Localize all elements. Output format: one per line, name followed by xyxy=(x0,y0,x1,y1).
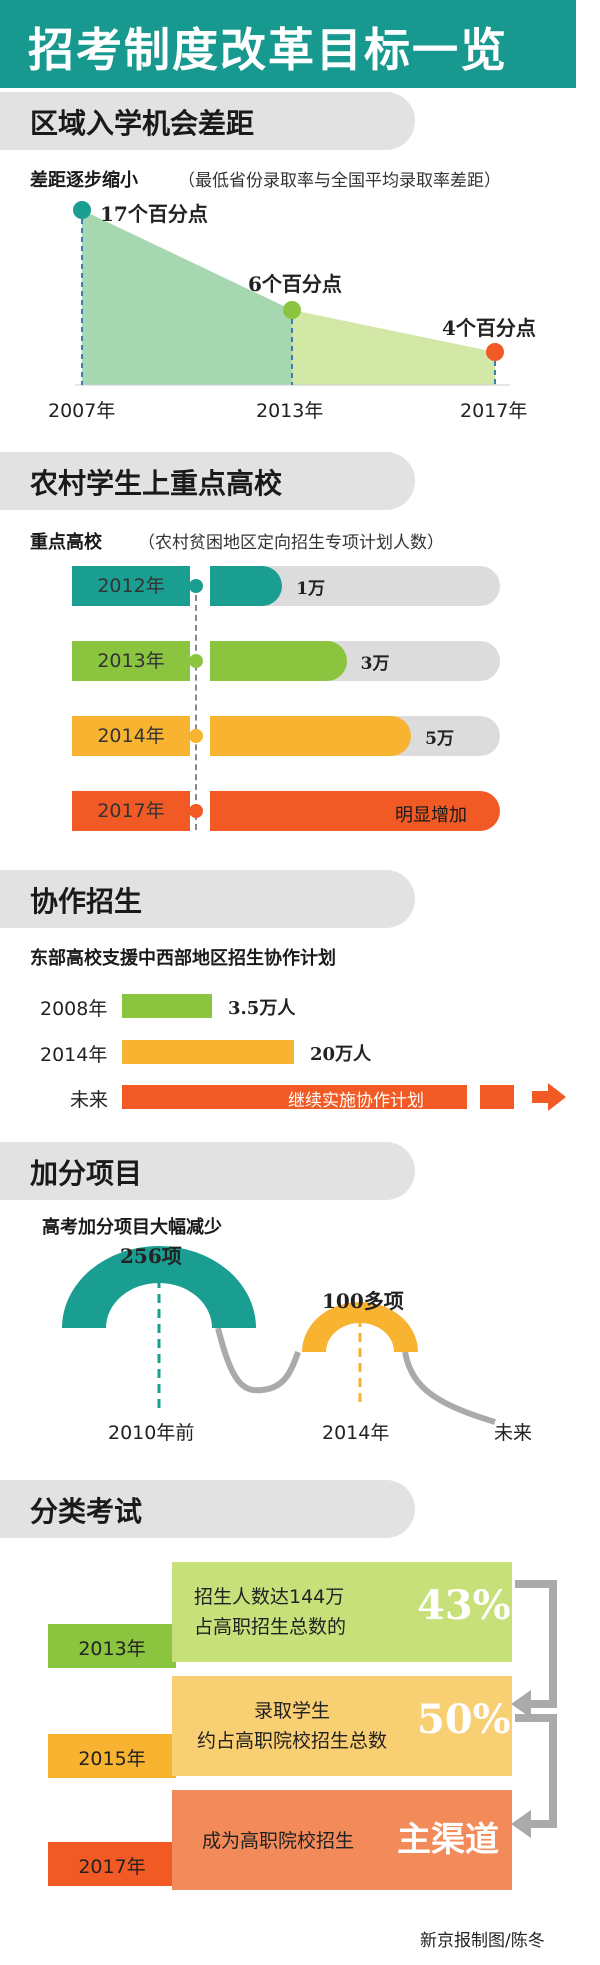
row-label: 未来 xyxy=(70,1089,109,1111)
bar-2014 xyxy=(122,1040,294,1064)
x-tick-label: 2014年 xyxy=(322,1422,390,1444)
year-tag: 2013年 xyxy=(72,641,190,681)
arrow-left-icon xyxy=(511,1810,531,1838)
section-heading: 加分项目 xyxy=(30,1157,143,1190)
bar-2014 xyxy=(210,716,412,756)
bar-value-label: 5万 xyxy=(425,729,454,749)
section-heading: 区域入学机会差距 xyxy=(30,107,255,140)
section-heading: 农村学生上重点高校 xyxy=(30,467,283,500)
bar-2017 xyxy=(210,791,500,831)
info-box-2015: 录取学生 约占高职院校招生总数 50% xyxy=(172,1676,512,1776)
data-label: 256项 xyxy=(120,1244,182,1268)
connector-line xyxy=(215,1327,301,1394)
big-value: 50% xyxy=(417,1696,511,1743)
x-tick-label: 2010年前 xyxy=(108,1422,195,1444)
section-subtitle: 差距逐步缩小 xyxy=(30,170,138,191)
area-segment-2013-2017 xyxy=(292,310,495,385)
region-gap-marks xyxy=(73,201,504,385)
section-subtitle: 高考加分项目大幅减少 xyxy=(42,1217,222,1238)
section-subtitle: 重点高校 xyxy=(30,532,102,553)
timeline-dashed-line xyxy=(195,585,197,830)
section-header-bonus-points: 加分项目 xyxy=(0,1142,415,1200)
data-label: 4个百分点 xyxy=(442,316,536,340)
box-line: 占高职招生总数的 xyxy=(194,1616,347,1638)
year-label: 2017年 xyxy=(78,1856,146,1878)
bar-value-label: 1万 xyxy=(296,579,326,599)
year-tag: 2012年 xyxy=(72,566,190,606)
info-box-2013: 招生人数达144万 占高职招生总数的 43% xyxy=(172,1562,512,1662)
box-text: 招生人数达144万 占高职招生总数的 xyxy=(194,1582,346,1642)
data-label: 17个百分点 xyxy=(100,202,208,226)
timeline-dot xyxy=(189,654,203,668)
bar-value-label: 3万 xyxy=(360,654,390,674)
year-tag-2015: 2015年 xyxy=(48,1734,176,1778)
x-tick-label: 未来 xyxy=(494,1422,533,1444)
section-note: （最低省份录取率与全国平均录取率差距） xyxy=(178,171,501,191)
section-heading: 协作招生 xyxy=(30,885,143,918)
bar-2008 xyxy=(122,994,212,1018)
arrow-right-icon xyxy=(532,1083,566,1111)
bar-value-label: 继续实施协作计划 xyxy=(288,1091,424,1111)
arch-2014 xyxy=(302,1302,418,1352)
data-point-2007年 xyxy=(73,201,91,219)
section-header-classified-exams: 分类考试 xyxy=(0,1480,415,1538)
year-label: 2015年 xyxy=(78,1748,146,1770)
row-label: 2008年 xyxy=(40,998,108,1020)
title-banner: 招考制度改革目标一览 xyxy=(0,0,576,88)
bar-future xyxy=(122,1085,467,1109)
arch-2010 xyxy=(62,1246,256,1328)
box-text: 录取学生 约占高职院校招生总数 xyxy=(172,1696,412,1756)
data-label: 6个百分点 xyxy=(248,272,342,296)
x-tick-label: 2007年 xyxy=(48,400,116,422)
timeline-dot xyxy=(189,579,203,593)
bar-value-label: 20万人 xyxy=(310,1044,372,1065)
region-gap-area-chart xyxy=(73,201,510,386)
bar-value-label: 3.5万人 xyxy=(228,998,296,1019)
box-line: 录取学生 xyxy=(253,1700,330,1722)
credit-text: 新京报制图/陈冬 xyxy=(420,1931,545,1951)
section-subtitle: 东部高校支援中西部地区招生协作计划 xyxy=(30,948,336,969)
arrow-left-icon xyxy=(511,1690,531,1718)
flow-arrow xyxy=(515,1580,557,1708)
year-tag-2017: 2017年 xyxy=(48,1842,176,1886)
bar-2013 xyxy=(210,641,347,681)
timeline-dot xyxy=(189,804,203,818)
box-line: 成为高职院校招生 xyxy=(202,1830,355,1852)
bar-value-label: 明显增加 xyxy=(395,805,467,826)
flow-arrows xyxy=(511,1580,557,1838)
data-point-2013年 xyxy=(283,301,301,319)
bar-2012 xyxy=(210,566,283,606)
section-header-cooperation: 协作招生 xyxy=(0,870,415,928)
big-value: 43% xyxy=(417,1582,511,1629)
year-tag: 2014年 xyxy=(72,716,190,756)
box-line: 约占高职院校招生总数 xyxy=(196,1730,387,1752)
year-label: 2013年 xyxy=(78,1638,146,1660)
data-label: 100多项 xyxy=(322,1289,404,1313)
section-header-rural-students: 农村学生上重点高校 xyxy=(0,452,415,510)
x-tick-label: 2013年 xyxy=(256,400,324,422)
section-header-region-gap: 区域入学机会差距 xyxy=(0,92,415,150)
year-tag: 2017年 xyxy=(72,791,190,831)
bonus-arch-chart xyxy=(62,1246,496,1425)
box-line: 招生人数达144万 xyxy=(194,1586,345,1608)
area-segment-2007-2013 xyxy=(82,210,292,385)
data-point-2017年 xyxy=(486,343,504,361)
page-title: 招考制度改革目标一览 xyxy=(28,23,508,77)
section-heading: 分类考试 xyxy=(30,1495,143,1528)
info-box-2017: 成为高职院校招生 主渠道 xyxy=(172,1790,512,1890)
section-note: （农村贫困地区定向招生专项计划人数） xyxy=(138,533,444,553)
flow-arrow xyxy=(515,1714,557,1828)
year-tag-2013: 2013年 xyxy=(48,1624,176,1668)
connector-line xyxy=(402,1351,496,1425)
dash-block xyxy=(480,1085,514,1109)
x-tick-label: 2017年 xyxy=(460,400,528,422)
timeline-dot xyxy=(189,729,203,743)
big-value: 主渠道 xyxy=(397,1820,499,1860)
row-label: 2014年 xyxy=(40,1044,108,1066)
